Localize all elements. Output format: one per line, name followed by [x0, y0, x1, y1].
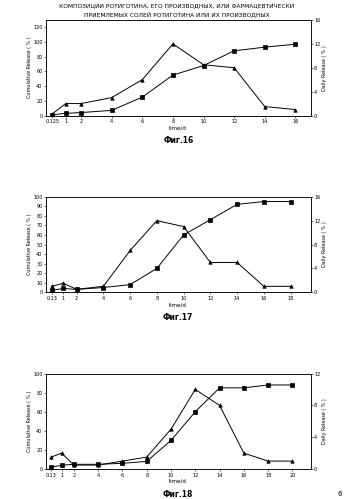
Y-axis label: Daily Release ( % ): Daily Release ( % ): [322, 222, 327, 267]
Y-axis label: Cumulative Release ( % ): Cumulative Release ( % ): [27, 37, 32, 98]
X-axis label: time/d: time/d: [169, 125, 187, 130]
Y-axis label: Cumulative Release ( % ): Cumulative Release ( % ): [27, 391, 32, 452]
Text: КОМПОЗИЦИИ РОТИГОТИНА, ЕГО ПРОИЗВОДНЫХ, ИЛИ ФАРМАЦЕВТИЧЕСКИ: КОМПОЗИЦИИ РОТИГОТИНА, ЕГО ПРОИЗВОДНЫХ, …: [59, 3, 294, 8]
X-axis label: time/d: time/d: [169, 302, 187, 307]
Text: ПРИЕМЛЕМЫХ СОЛЕЙ РОТИГОТИНА ИЛИ ИХ ПРОИЗВОДНЫХ: ПРИЕМЛЕМЫХ СОЛЕЙ РОТИГОТИНА ИЛИ ИХ ПРОИЗ…: [84, 11, 269, 17]
Text: Фиг.17: Фиг.17: [163, 313, 193, 322]
Y-axis label: Daily Release ( % ): Daily Release ( % ): [322, 398, 327, 444]
Y-axis label: Cumulative Release ( % ): Cumulative Release ( % ): [27, 214, 32, 275]
Y-axis label: Daily Release ( % ): Daily Release ( % ): [322, 45, 327, 91]
Text: Фиг.16: Фиг.16: [163, 136, 193, 146]
Text: Фиг.18: Фиг.18: [163, 490, 193, 499]
X-axis label: time/d: time/d: [169, 479, 187, 484]
Text: 6: 6: [338, 491, 342, 497]
